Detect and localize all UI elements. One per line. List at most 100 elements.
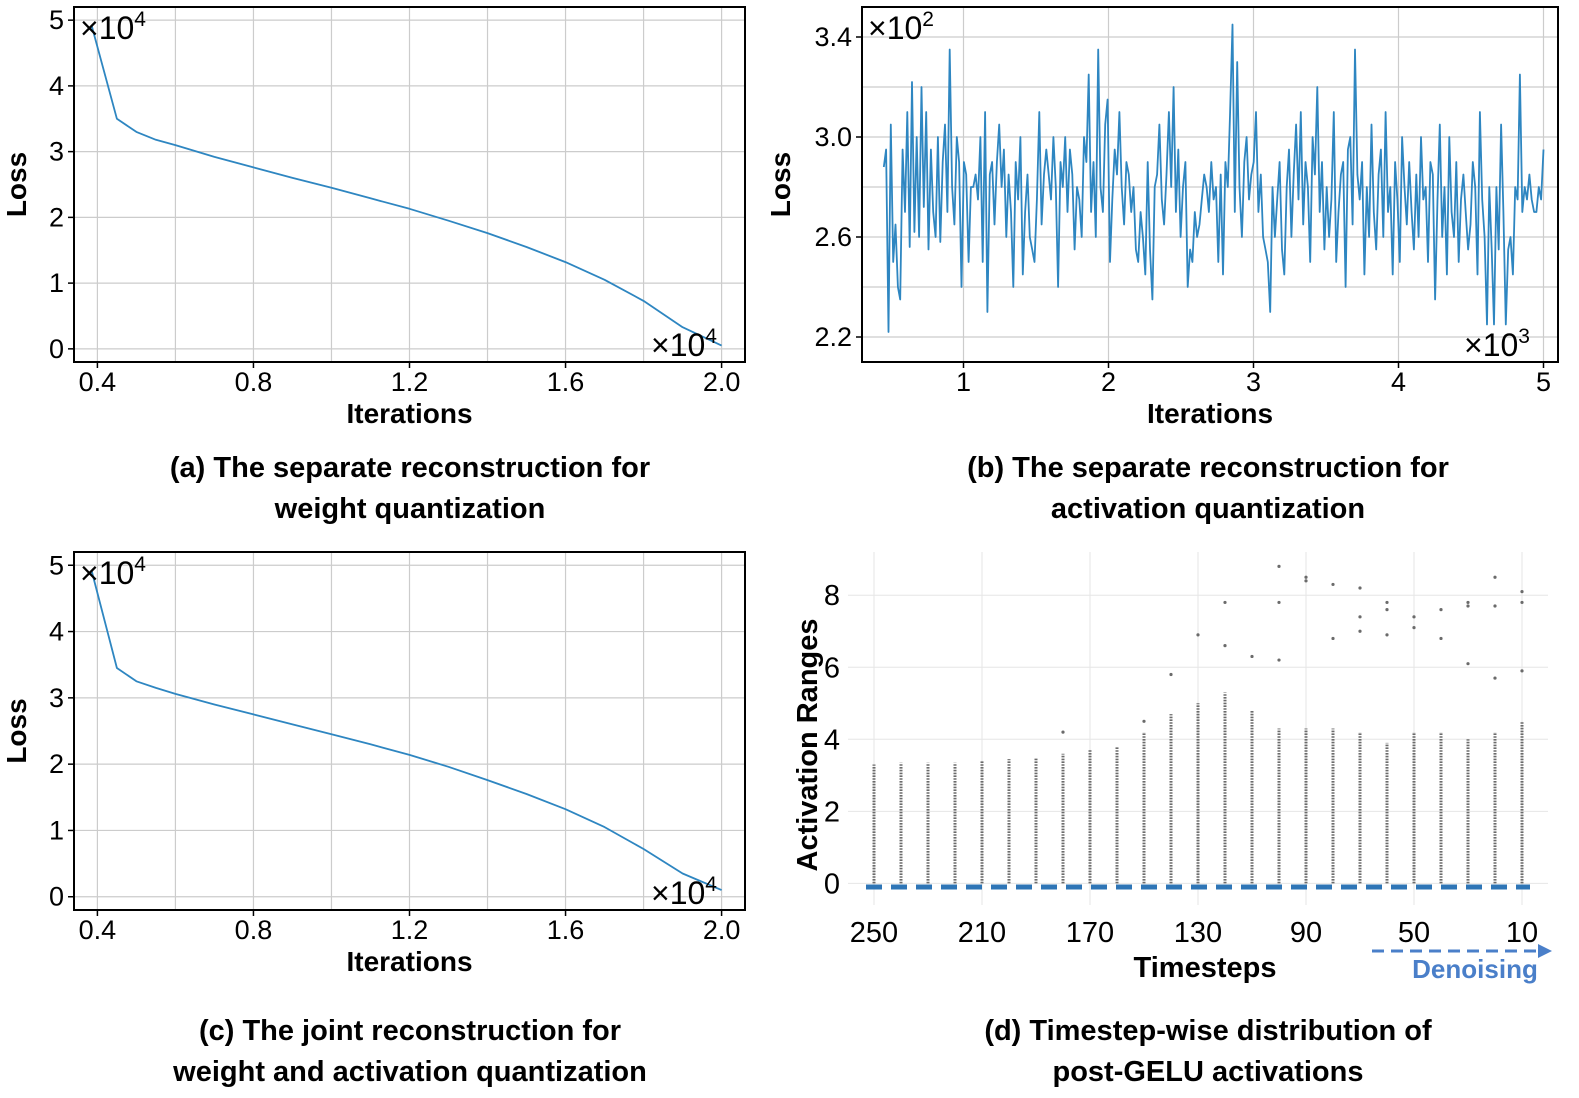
y-axis-multiplier-base: ×10: [868, 10, 922, 46]
outlier-point-t20: [1493, 604, 1497, 608]
outlier-point-t110: [1250, 654, 1254, 659]
outlier-point-t90: [1304, 579, 1308, 583]
outlier-point-t100: [1277, 658, 1281, 662]
outlier-point-t80: [1331, 636, 1335, 641]
y-tick-label: 5: [49, 550, 64, 580]
x-axis-multiplier-exponent: 4: [705, 873, 717, 896]
y-tick-label: 0: [49, 882, 64, 912]
caption-d-line1: (d) Timestep-wise distribution of: [984, 1015, 1432, 1047]
y-tick-label: 3.0: [814, 122, 852, 152]
y-axis-multiplier-base: ×10: [80, 555, 134, 591]
loss-series-line: [90, 25, 722, 347]
y-axis-multiplier-exponent: 2: [922, 8, 934, 31]
outlier-point-t70: [1358, 629, 1362, 633]
y-tick-label: 4: [49, 617, 64, 647]
y-axis-label: Loss: [765, 152, 796, 217]
x-tick-label: 0.4: [79, 367, 117, 397]
x-tick-label: 1.2: [391, 915, 429, 945]
caption-a-line1: (a) The separate reconstruction for: [169, 452, 651, 484]
outlier-point-t60: [1385, 633, 1389, 637]
x-tick-label: 1.6: [547, 915, 585, 945]
loss-series-line: [90, 570, 722, 891]
outlier-point-t20: [1493, 575, 1497, 579]
outlier-point-t40: [1439, 608, 1443, 612]
y-tick-label: 0: [49, 334, 64, 364]
x-tick-label: 90: [1290, 917, 1322, 949]
x-axis-multiplier: ×104: [651, 873, 717, 911]
caption-d: (d) Timestep-wise distribution of post-G…: [828, 1011, 1579, 1093]
outlier-point-t30: [1466, 662, 1470, 666]
outlier-point-t130: [1196, 633, 1200, 637]
outlier-point-t150: [1142, 719, 1146, 723]
y-tick-label: 1: [49, 815, 64, 845]
chart-a-weight-quantization: 0.4 0.8 1.2 1.6 2.0012345IterationsLoss×104×…: [1, 5, 746, 429]
outlier-point-t180: [1061, 730, 1065, 734]
x-tick-label: 1.6: [547, 367, 585, 397]
denoising-arrow-head-icon: [1538, 944, 1552, 958]
x-axis-multiplier: ×104: [651, 325, 717, 363]
caption-a-line2: weight quantization: [274, 493, 546, 525]
outlier-point-t50: [1412, 626, 1416, 630]
x-tick-label: 2: [1101, 367, 1116, 397]
grid: [74, 552, 745, 910]
y-tick-label: 3.4: [814, 22, 852, 52]
outlier-point-t30: [1466, 600, 1470, 605]
outlier-point-t100: [1277, 600, 1281, 605]
y-axis-multiplier-exponent: 4: [134, 8, 146, 31]
y-tick-label: 8: [824, 580, 840, 612]
x-axis-label: Timesteps: [1134, 952, 1277, 984]
chart-c-joint-quantization: 0.4 0.8 1.2 1.6 2.0012345IterationsLoss×104×…: [1, 550, 746, 977]
outlier-point-t10: [1520, 590, 1524, 594]
x-tick-label: 170: [1066, 917, 1114, 949]
y-axis-multiplier: ×104: [80, 8, 146, 46]
y-axis-multiplier-exponent: 4: [134, 553, 146, 576]
caption-d-line2: post-GELU activations: [1052, 1056, 1364, 1088]
x-tick-label: 4: [1391, 367, 1406, 397]
outlier-point-t120: [1223, 644, 1227, 648]
outlier-point-t10: [1520, 669, 1524, 673]
outlier-point-t50: [1412, 615, 1416, 619]
y-tick-label: 2: [824, 796, 840, 828]
outlier-point-t100: [1277, 564, 1281, 569]
y-tick-label: 1: [49, 268, 64, 298]
x-axis-label: Iterations: [1147, 398, 1273, 429]
x-tick-label: 1.2: [391, 367, 429, 397]
outlier-point-t90: [1304, 575, 1308, 579]
y-tick-label: 3: [49, 683, 64, 713]
x-tick-label: 0.8: [235, 915, 273, 945]
y-tick-label: 0: [824, 868, 840, 900]
outlier-point-t60: [1385, 608, 1389, 612]
y-tick-label: 6: [824, 652, 840, 684]
outlier-point-t70: [1358, 615, 1362, 619]
x-axis-multiplier-base: ×10: [651, 875, 705, 911]
outlier-point-t30: [1466, 604, 1470, 608]
y-axis-multiplier: ×102: [868, 8, 934, 46]
y-axis-label: Loss: [1, 152, 32, 217]
outlier-point-t40: [1439, 636, 1443, 641]
x-tick-label: 2.0: [703, 367, 741, 397]
x-axis-multiplier-exponent: 3: [1518, 325, 1530, 348]
x-axis-multiplier-base: ×10: [651, 327, 705, 363]
y-tick-label: 4: [49, 71, 64, 101]
x-tick-label: 0.4: [79, 915, 117, 945]
y-tick-label: 3: [49, 137, 64, 167]
x-axis-multiplier-exponent: 4: [705, 325, 717, 348]
caption-b-line2: activation quantization: [1050, 493, 1366, 525]
x-tick-label: 2.0: [703, 915, 741, 945]
outlier-point-t10: [1520, 600, 1524, 605]
y-axis-label: Activation Ranges: [792, 619, 824, 872]
outlier-point-t80: [1331, 582, 1335, 587]
caption-c: (c) The joint reconstruction for weight …: [30, 1011, 790, 1093]
outlier-point-t120: [1223, 600, 1227, 605]
caption-b-line1: (b) The separate reconstruction for: [967, 452, 1449, 484]
y-axis-label: Loss: [1, 698, 32, 763]
x-axis-multiplier-base: ×10: [1464, 327, 1518, 363]
caption-b: (b) The separate reconstruction for acti…: [828, 448, 1579, 530]
y-tick-label: 4: [824, 724, 840, 756]
x-tick-label: 130: [1174, 917, 1222, 949]
x-tick-label: 10: [1506, 917, 1538, 949]
x-axis-label: Iterations: [346, 946, 472, 977]
x-tick-label: 250: [850, 917, 898, 949]
x-tick-label: 0.8: [235, 367, 273, 397]
